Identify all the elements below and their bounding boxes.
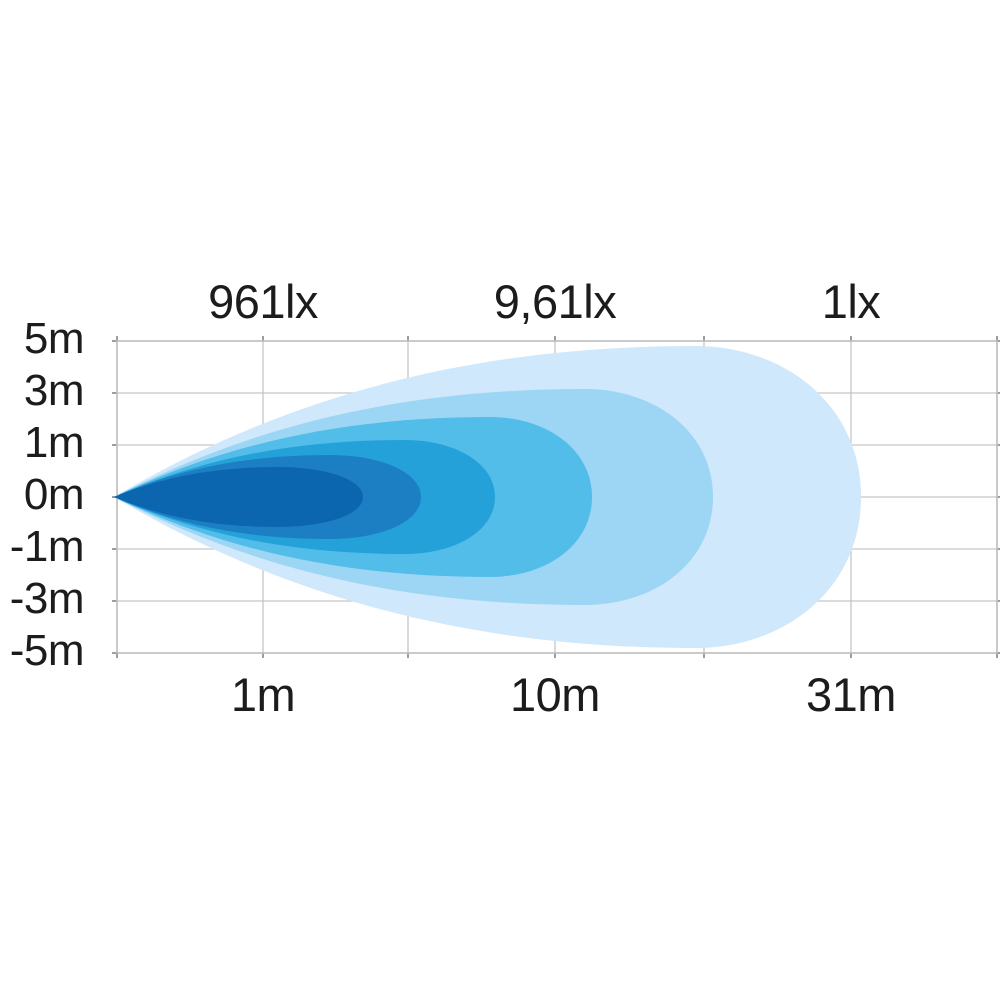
- bottom-axis-label: 10m: [510, 668, 600, 721]
- bottom-axis-label: 1m: [231, 668, 295, 721]
- y-axis-label: 3m: [24, 366, 84, 415]
- top-axis-label: 9,61lx: [494, 275, 616, 328]
- y-axis-label: -1m: [10, 522, 84, 571]
- y-axis-label: -5m: [10, 626, 84, 675]
- beam-contour-innermost: [114, 467, 363, 527]
- y-axis-label: 5m: [24, 314, 84, 363]
- beam-contours: [114, 346, 861, 648]
- y-axis-label: 0m: [24, 470, 84, 519]
- y-axis-label: -3m: [10, 574, 84, 623]
- bottom-axis-label: 31m: [806, 668, 896, 721]
- top-axis-label: 1lx: [822, 275, 881, 328]
- top-axis-label: 961lx: [208, 275, 318, 328]
- y-axis-label: 1m: [24, 418, 84, 467]
